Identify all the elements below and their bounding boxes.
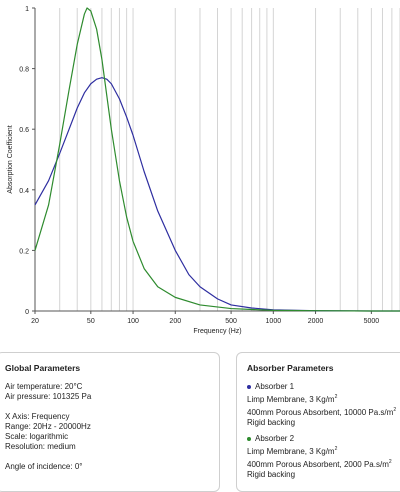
absorber-parameters-title: Absorber Parameters xyxy=(247,363,334,373)
y-tick-label: 0.8 xyxy=(19,67,29,74)
absorber-1-porous-sup: 2 xyxy=(393,407,397,413)
absorber-1-backing: Rigid backing xyxy=(247,418,296,427)
x-tick-label: 2000 xyxy=(308,318,324,325)
air-temperature: Air temperature: 20°C xyxy=(5,382,83,391)
absorber-1-porous: 400mm Porous Absorbent, 10000 Pa.s/m xyxy=(247,408,394,417)
global-parameters-panel: Global Parameters Air temperature: 20°C … xyxy=(0,352,220,492)
absorber-2-name: Absorber 2 xyxy=(255,434,295,443)
x-tick-label: 5000 xyxy=(364,318,380,325)
range-setting: Range: 20Hz - 20000Hz xyxy=(5,422,91,431)
series-line-absorber-1 xyxy=(34,77,400,312)
x-tick-label: 50 xyxy=(87,318,95,325)
absorber-2-porous-sup: 2 xyxy=(388,459,392,465)
absorber-2-backing: Rigid backing xyxy=(247,470,296,479)
series-line-absorber-2 xyxy=(34,7,400,312)
absorber-1-color-dot xyxy=(247,385,251,389)
absorber-1-membrane-sup: 2 xyxy=(334,394,338,400)
y-tick-label: 1 xyxy=(25,6,29,13)
absorber-1-name: Absorber 1 xyxy=(255,382,295,391)
absorber-1-block: Absorber 1 Limp Membrane, 3 Kg/m2 400mm … xyxy=(247,382,397,428)
x-axis-label: Frequency (Hz) xyxy=(193,328,241,335)
air-pressure: Air pressure: 101325 Pa xyxy=(5,392,92,401)
absorber-2-block: Absorber 2 Limp Membrane, 3 Kg/m2 400mm … xyxy=(247,434,397,480)
absorber-2-color-dot xyxy=(247,437,251,441)
absorber-2-membrane: Limp Membrane, 3 Kg/m xyxy=(247,447,335,456)
absorber-2-membrane-sup: 2 xyxy=(334,446,338,452)
absorber-parameters-panel: Absorber Parameters Absorber 1 Limp Memb… xyxy=(236,352,400,492)
absorption-chart: 0 0.2 0.4 0.6 0.8 1 20 50 100 200 500 1000 2000 5000 F… xyxy=(7,6,400,335)
y-tick-label: 0.2 xyxy=(19,248,29,255)
absorber-2-porous: 400mm Porous Absorbent, 2000 Pa.s/m xyxy=(247,460,389,469)
y-tick-label: 0 xyxy=(25,309,29,316)
x-tick-label: 1000 xyxy=(266,318,282,325)
angle-of-incidence: Angle of incidence: 0° xyxy=(5,462,83,471)
x-tick-label: 200 xyxy=(169,318,181,325)
y-axis-label: Absorption Coefficient xyxy=(7,125,14,193)
x-axis-setting: X Axis: Frequency xyxy=(5,412,70,421)
x-tick-label: 100 xyxy=(127,318,139,325)
y-tick-label: 0.6 xyxy=(19,127,29,134)
global-parameters-title: Global Parameters xyxy=(5,363,81,373)
x-tick-label: 500 xyxy=(225,318,237,325)
y-tick-label: 0.4 xyxy=(19,188,29,195)
scale-setting: Scale: logarithmic xyxy=(5,432,69,441)
resolution-setting: Resolution: medium xyxy=(5,442,76,451)
chart-svg: 0 0.2 0.4 0.6 0.8 1 20 50 100 200 500 1000 2000 5000 F… xyxy=(7,6,400,335)
absorber-1-membrane: Limp Membrane, 3 Kg/m xyxy=(247,395,335,404)
x-tick-label: 20 xyxy=(31,318,39,325)
